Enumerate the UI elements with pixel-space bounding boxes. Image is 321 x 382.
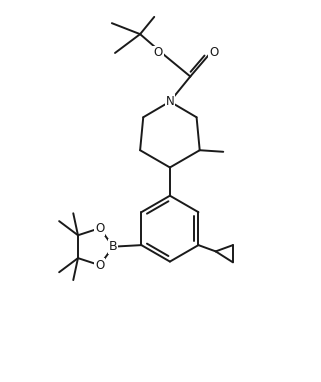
Text: O: O <box>95 259 104 272</box>
Text: O: O <box>95 222 104 235</box>
Text: O: O <box>209 47 219 60</box>
Text: N: N <box>166 95 174 108</box>
Text: O: O <box>153 47 163 60</box>
Text: B: B <box>109 240 117 253</box>
